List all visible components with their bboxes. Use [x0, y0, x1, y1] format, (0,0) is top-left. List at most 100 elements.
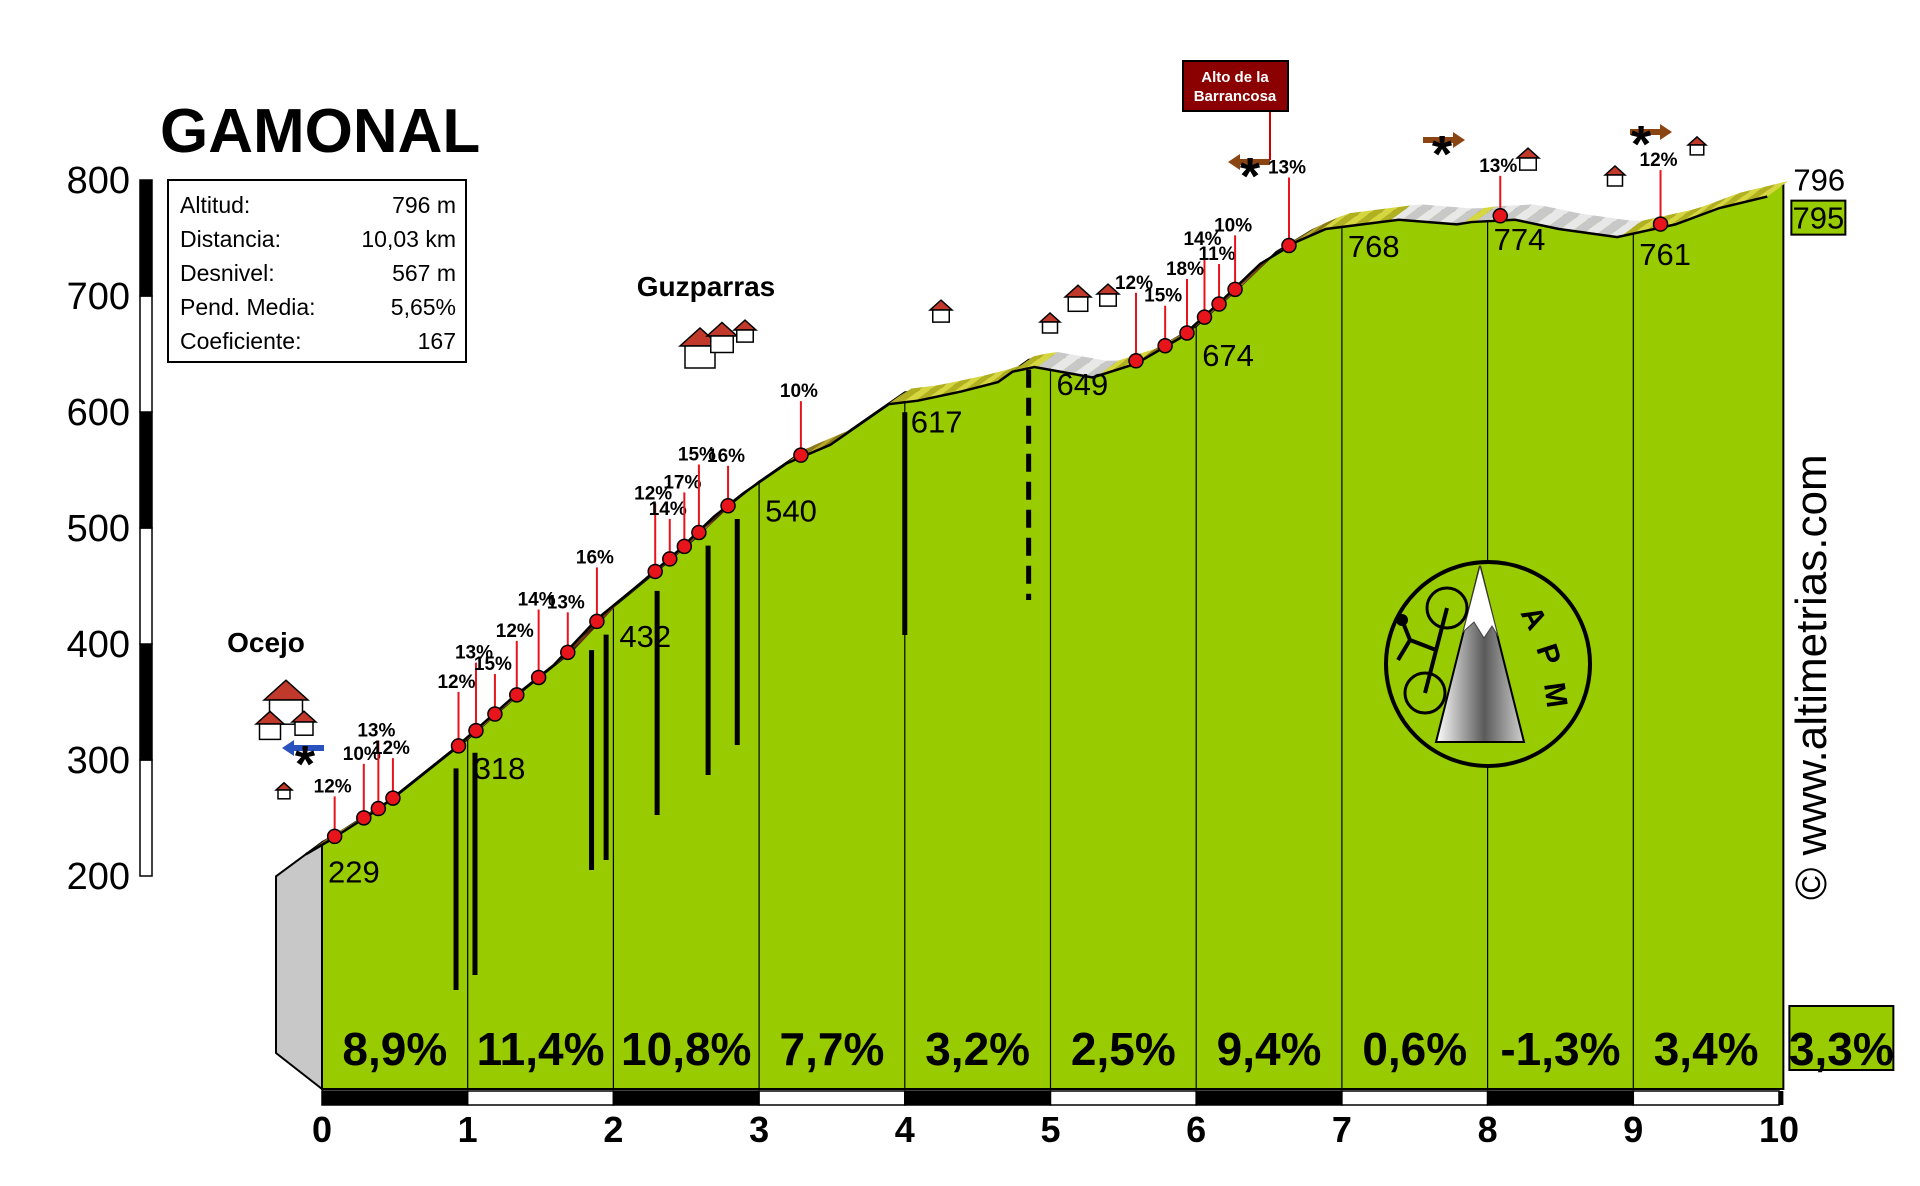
y-axis-tick-labels: 200 300 400 500 600 700 800 — [67, 160, 130, 898]
steep-marker-dot-25 — [1652, 216, 1669, 232]
steep-marker-dot-17 — [1128, 353, 1144, 369]
segment-gradient-0: 8,9% — [342, 1023, 447, 1075]
ridge-segment-49 — [902, 385, 936, 403]
segment-gradient-5: 2,5% — [1071, 1023, 1176, 1075]
ridge-segment-104 — [1572, 215, 1606, 233]
steep-marker-dot-22 — [1227, 281, 1243, 298]
x-axis: 0 1 2 3 4 5 6 7 8 9 10 — [312, 1090, 1799, 1150]
y-tick-label-300: 300 — [67, 740, 130, 782]
y-scale-band-500 — [139, 411, 153, 529]
steep-marker-label-20: 14% — [1183, 229, 1221, 250]
steep-marker-dot-1 — [356, 810, 372, 826]
ridge-segment-107 — [1608, 220, 1643, 237]
summit-name-line-1: Alto de la — [1201, 69, 1269, 86]
house-km9b-icon-wall-icon — [1689, 144, 1705, 156]
steep-marker-label-12: 14% — [649, 499, 687, 520]
ridge-segment-112 — [1669, 206, 1703, 226]
ridge-segment-93 — [1438, 207, 1472, 224]
x-scale-band-6 — [1195, 1090, 1343, 1106]
ridge-segment-90 — [1401, 204, 1436, 221]
ridge-segment-101 — [1535, 208, 1569, 227]
ridge-segment-48 — [890, 387, 924, 404]
guzparras-church-icon-wall-icon — [736, 329, 754, 343]
steep-marker-label-0: 12% — [314, 776, 352, 797]
km-elevation-label-9: 761 — [1639, 237, 1691, 272]
stat-value-0: 796 m — [392, 192, 456, 218]
steep-marker-dot-19 — [1179, 325, 1195, 341]
ridge-segment-113 — [1682, 201, 1716, 222]
stats-box-frame — [167, 179, 467, 363]
steep-marker-dot-8 — [530, 669, 547, 686]
house-km5c-icon — [1095, 283, 1121, 307]
ridge-segment-56 — [987, 365, 1021, 385]
guzparras-house2-icon-roof-icon — [705, 321, 739, 337]
x-tick-label-9: 9 — [1623, 1109, 1643, 1150]
steep-marker-dot-0 — [326, 828, 343, 845]
ridge-segment-59 — [1024, 351, 1058, 370]
house-km9b-icon — [1686, 135, 1708, 156]
ridge-segment-85 — [1341, 210, 1375, 228]
ridge-segment-60 — [1036, 351, 1070, 370]
steep-marker-label-2: 13% — [357, 721, 395, 742]
segment-gradient-7: 0,6% — [1362, 1023, 1467, 1075]
apm-cyclist-wheel2-icon — [1403, 671, 1447, 715]
ridge-segment-87 — [1365, 206, 1399, 224]
house-km5b-icon-roof-icon — [1063, 284, 1093, 298]
ridge-segment-54 — [963, 372, 997, 391]
steep-marker-dot-10 — [589, 613, 605, 630]
x-scale-band-0 — [321, 1090, 469, 1106]
x-scale-band-8 — [1486, 1090, 1635, 1106]
turn-right-arrow2-icon-head-icon — [1660, 124, 1672, 140]
stat-label-4: Coeficiente: — [180, 328, 301, 354]
y-axis: 200 300 400 500 600 700 800 — [67, 160, 153, 898]
steep-marker-dot-2 — [370, 800, 387, 817]
summit-box-frame — [1182, 60, 1289, 112]
apm-cyclist-wheel-icon — [1425, 586, 1469, 630]
steep-marker-dot-4 — [450, 738, 467, 754]
turn-left-arrow-icon — [282, 740, 324, 756]
steep-marker-dot-12 — [662, 551, 678, 567]
steep-marker-dot-15 — [720, 498, 736, 514]
end-elevation-box-label: 795 — [1793, 201, 1845, 236]
steep-marker-label-13: 17% — [663, 472, 701, 493]
profile-start-face — [275, 840, 323, 1092]
turn-left-arrow2-icon-head-icon — [1228, 154, 1240, 170]
steep-marker-label-10: 16% — [576, 547, 614, 568]
ridge-segment-108 — [1621, 218, 1655, 237]
steep-marker-dot-21 — [1211, 296, 1227, 312]
steep-marker-label-4: 12% — [437, 672, 475, 693]
ridge-segment-94 — [1450, 207, 1484, 224]
steep-marker-label-24: 13% — [1479, 156, 1517, 177]
house-km5b-icon — [1063, 284, 1093, 313]
y-axis-scale-bar — [139, 179, 153, 877]
steep-marker-dot-3 — [385, 790, 401, 806]
x-scale-band-5 — [1049, 1090, 1197, 1106]
y-tick-label-400: 400 — [67, 624, 130, 666]
steep-marker-label-3: 12% — [372, 738, 410, 759]
house-km9a-icon-wall-icon — [1606, 174, 1624, 187]
ridge-segment-82 — [1304, 217, 1338, 239]
ridge-segment-53 — [951, 375, 985, 394]
y-tick-label-500: 500 — [67, 508, 130, 550]
end-elevation-box — [1790, 199, 1847, 236]
stat-label-0: Altitud: — [180, 192, 250, 218]
steep-marker-label-16: 10% — [780, 381, 818, 402]
place-name-ocejo: Ocejo — [227, 627, 305, 658]
steep-marker-label-15: 16% — [707, 446, 745, 467]
house-km9a-icon — [1603, 164, 1627, 187]
ridge-segment-115 — [1706, 192, 1740, 213]
y-tick-label-700: 700 — [67, 276, 130, 318]
segment-gradient-1: 11,4% — [477, 1023, 605, 1075]
steep-marker-dot-7 — [509, 687, 525, 703]
stat-value-1: 10,03 km — [361, 226, 456, 252]
turn-left-arrow-icon-shaft-icon — [294, 745, 324, 751]
house-km5a-icon-roof-icon — [1038, 311, 1062, 323]
ridge-segment-41 — [805, 434, 839, 456]
steep-marker-label-23: 13% — [1268, 157, 1306, 178]
steep-marker-label-5: 13% — [455, 643, 493, 664]
ridge-segment-64 — [1085, 360, 1119, 377]
ocejo-house3-icon — [290, 710, 318, 736]
ridge-segment-88 — [1377, 205, 1411, 223]
